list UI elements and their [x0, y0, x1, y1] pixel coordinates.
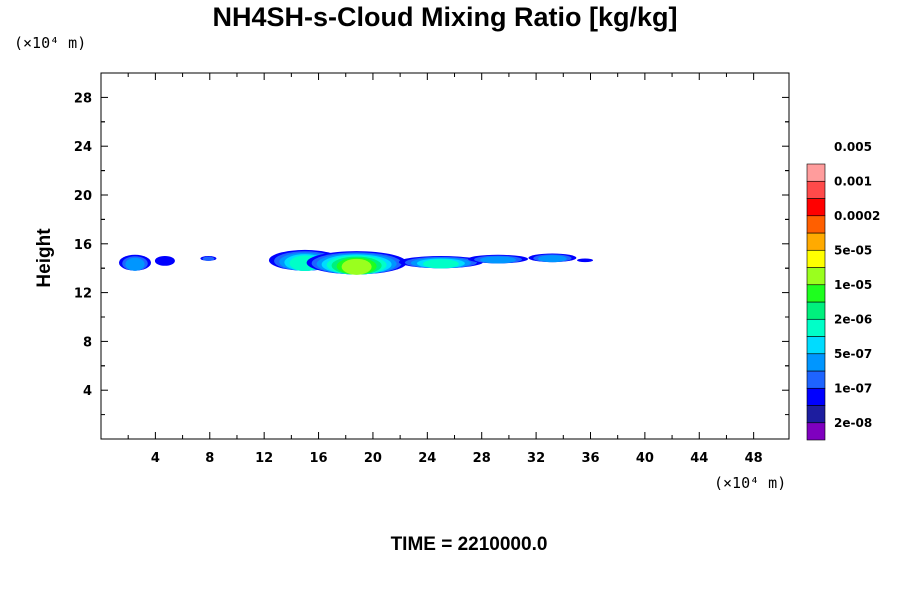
colorbar-label: 2e-08 [834, 416, 872, 430]
plot-frame [100, 72, 790, 440]
y-tick-label: 20 [74, 189, 92, 204]
x-tick-label: 32 [527, 451, 545, 466]
colorbar-swatch [806, 318, 826, 337]
cloud-contour [538, 255, 567, 263]
cloud-contour [154, 256, 175, 266]
cloud-contour [341, 258, 372, 275]
colorbar-swatch [806, 198, 826, 217]
chart-title: NH4SH-s-Cloud Mixing Ratio [kg/kg] [213, 2, 678, 32]
x-tick-label: 8 [205, 451, 214, 466]
colorbar-label: 0.001 [834, 174, 872, 188]
colorbar-label: 2e-06 [834, 312, 872, 326]
colorbar-label: 1e-07 [834, 381, 872, 395]
y-unit-label: (×10⁴ m) [14, 34, 86, 52]
cloud-contour [480, 256, 517, 264]
colorbar-swatch [806, 215, 826, 234]
colorbar-swatch [806, 370, 826, 389]
cloud-blob [118, 254, 151, 271]
colorbar-swatch [806, 353, 826, 372]
colorbar-label: 5e-05 [834, 243, 872, 257]
x-tick-label: 24 [418, 451, 436, 466]
colorbar-label: 1e-05 [834, 278, 872, 292]
y-axis-title: Height [34, 228, 55, 288]
cloud-contour [577, 258, 594, 263]
y-tick-label: 24 [74, 140, 92, 155]
cloud-blob [200, 256, 217, 261]
colorbar-swatch [806, 232, 826, 251]
colorbar-swatch [806, 301, 826, 320]
colorbar-swatch [806, 267, 826, 286]
x-tick-label: 20 [364, 451, 382, 466]
colorbar-swatch [806, 405, 826, 424]
cloud-blob [577, 258, 594, 263]
x-tick-label: 36 [581, 451, 599, 466]
x-tick-label: 28 [473, 451, 491, 466]
y-tick-label: 8 [83, 335, 92, 350]
cloud-blob [306, 251, 407, 275]
colorbar-label: 0.0002 [834, 209, 880, 223]
colorbar-swatch [806, 249, 826, 268]
y-tick-label: 16 [74, 238, 92, 253]
cloud-blob [154, 256, 175, 266]
x-tick-label: 44 [690, 451, 708, 466]
colorbar-label: 5e-07 [834, 347, 872, 361]
cloud-contour [422, 259, 459, 269]
colorbar-swatch [806, 336, 826, 355]
colorbar-swatch [806, 387, 826, 406]
cloud-contour [202, 256, 215, 261]
colorbar-swatch [806, 180, 826, 199]
x-unit-label: (×10⁴ m) [714, 474, 786, 492]
colorbar-swatch [806, 163, 826, 182]
x-tick-label: 12 [255, 451, 273, 466]
y-tick-label: 12 [74, 287, 92, 302]
colorbar: 2e-08 1e-07 5e-07 2e-06 1e-05 5e-05 0.0002 0.00… [806, 140, 880, 441]
cloud-field [118, 249, 594, 275]
y-axis: 4 8 12 16 20 24 28 [74, 91, 789, 416]
cloud-contour [125, 257, 145, 271]
colorbar-swatch [806, 422, 826, 441]
y-tick-label: 28 [74, 91, 92, 106]
y-tick-label: 4 [83, 384, 92, 399]
cloud-blob [398, 256, 483, 269]
x-axis: 4 8 12 16 20 24 28 32 36 40 44 48 [127, 73, 763, 466]
time-label: TIME = 2210000.0 [391, 534, 548, 555]
cloud-blob [528, 253, 577, 263]
x-tick-label: 40 [636, 451, 654, 466]
colorbar-swatch [806, 284, 826, 303]
cloud-blob [468, 254, 529, 264]
x-tick-label: 16 [310, 451, 328, 466]
colorbar-label: 0.005 [834, 140, 872, 154]
x-tick-label: 4 [151, 451, 160, 466]
x-tick-label: 48 [745, 451, 763, 466]
